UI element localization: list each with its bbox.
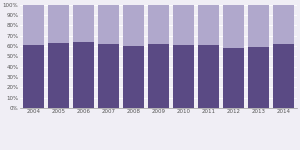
Bar <box>223 5 244 48</box>
Bar <box>148 5 169 44</box>
Bar <box>273 44 294 108</box>
Bar <box>173 45 194 108</box>
Bar <box>73 42 94 108</box>
Bar <box>198 5 219 45</box>
Bar <box>123 46 144 108</box>
Bar <box>98 5 119 44</box>
Bar <box>23 5 44 45</box>
Bar <box>48 5 69 43</box>
Bar <box>123 5 144 46</box>
Bar <box>48 43 69 108</box>
Bar <box>23 45 44 108</box>
Bar <box>248 5 269 47</box>
Bar <box>198 45 219 108</box>
Bar <box>98 44 119 108</box>
Bar <box>73 5 94 42</box>
Bar <box>173 5 194 45</box>
Bar <box>273 5 294 44</box>
Bar <box>148 44 169 108</box>
Bar <box>248 47 269 108</box>
Bar <box>223 48 244 108</box>
